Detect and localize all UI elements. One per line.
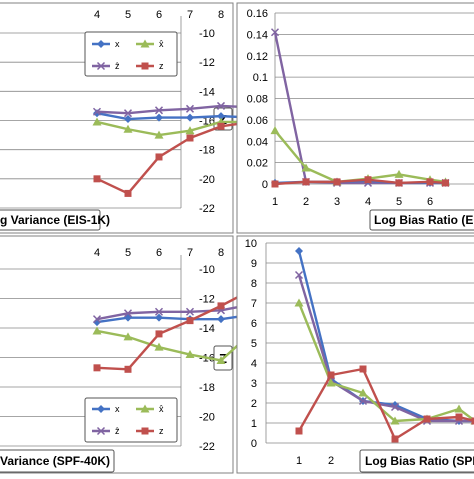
- panel-1-series-4-point-5: [218, 123, 225, 130]
- panel-4-y-tick-label: 3: [251, 378, 257, 390]
- panel-1-y-tick-label: -20: [199, 174, 215, 186]
- panel-1-y-tick-label: -10: [199, 28, 215, 40]
- panel-3-legend-label-3: ẑ: [115, 426, 120, 436]
- panel-1-x-tick-label: 5: [125, 9, 131, 21]
- panel-2-x-tick-label: 4: [365, 196, 371, 208]
- panel-4-series-4-point-5: [424, 416, 431, 423]
- panel-1-x-tick-label: 7: [187, 9, 193, 21]
- panel-3-series-4-point-4: [187, 317, 194, 324]
- panel-1-x-tick-label: 4: [94, 9, 100, 21]
- panel-1-legend-marker-4: [142, 63, 149, 70]
- panel-2-x-tick-label: 2: [303, 196, 309, 208]
- panel-3-series-4-point-1: [94, 364, 101, 371]
- panel-1-series-4-point-4: [187, 134, 194, 141]
- panel-4-y-tick-label: 4: [251, 358, 257, 370]
- panel-3-y-tick-label: -20: [199, 412, 215, 424]
- panel-3-y-tick-label: -14: [199, 323, 215, 335]
- panel-4-y-tick-label: 6: [251, 318, 257, 330]
- panel-3-series-4-point-2: [125, 366, 132, 373]
- panel-4-series-4-point-4: [392, 436, 399, 443]
- panel-3-legend-label-1: x: [115, 404, 120, 414]
- panel-1-series-4-point-2: [125, 190, 132, 197]
- panel-2-series-4-point-4: [365, 176, 372, 183]
- panel-3-series-4-point-5: [218, 302, 225, 309]
- panel-2-y-tick-label: 0.08: [247, 94, 268, 106]
- panel-3-y-tick-label: -10: [199, 264, 215, 276]
- panel-2-x-tick-label: 5: [396, 196, 402, 208]
- panel-2-series-4-point-7: [442, 179, 449, 186]
- panel-2-series-4-point-1: [272, 181, 279, 188]
- chart-panel-4: 109876543210123456Log Bias Ratio (SPF: [237, 236, 474, 473]
- panel-4-frame: [237, 236, 474, 473]
- panel-1-series-4-point-1: [94, 175, 101, 182]
- panel-2-x-tick-label: 6: [427, 196, 433, 208]
- panel-4-y-tick-label: 7: [251, 298, 257, 310]
- panel-4-y-tick-label: 2: [251, 398, 257, 410]
- panel-4-x-axis-title: Log Bias Ratio (SPF: [365, 454, 474, 468]
- panel-3-x-tick-label: 5: [125, 247, 131, 259]
- panel-2-y-tick-label: 0.02: [247, 158, 268, 170]
- panel-3-y-tick-label: -22: [199, 441, 215, 453]
- panel-1-legend-label-2: x̂: [159, 39, 164, 49]
- panel-4-y-tick-label: 1: [251, 418, 257, 430]
- panel-3-x-tick-label: 8: [218, 247, 224, 259]
- panel-2-y-tick-label: 0: [262, 179, 268, 191]
- panel-1-legend-label-4: z: [159, 61, 164, 71]
- panel-2-x-tick-label: 1: [272, 196, 278, 208]
- panel-4-y-tick-label: 0: [251, 438, 257, 450]
- panel-3-y-tick-label: -12: [199, 294, 215, 306]
- panel-1-x-tick-label: 8: [218, 9, 224, 21]
- panel-2-x-axis-title: Log Bias Ratio (EIS: [374, 213, 474, 227]
- panel-3-y-tick-label: -18: [199, 382, 215, 394]
- panel-4-series-4-point-1: [296, 428, 303, 435]
- panel-2-series-4-point-5: [396, 179, 403, 186]
- panel-2-y-tick-label: 0.1: [253, 72, 268, 84]
- panel-1-series-4-point-3: [156, 153, 163, 160]
- panel-2-series-4-point-6: [427, 178, 434, 185]
- panel-2-series-4-point-3: [334, 178, 341, 185]
- panel-2-series-4-point-2: [303, 178, 310, 185]
- panel-3-x-tick-label: 4: [94, 247, 100, 259]
- chart-panel-2: 0.16 0.14 0.12 0.1 0.08 0.06 0.04 0.02 01 2 3 4 5 6 Lo…: [237, 3, 474, 233]
- panel-4-y-tick-label: 10: [245, 238, 257, 250]
- panel-2-y-tick-label: 0.14: [247, 29, 268, 41]
- panel-3-legend-marker-4: [142, 428, 149, 435]
- panel-2-y-tick-label: 0.12: [247, 51, 268, 63]
- panel-4-y-tick-label: 9: [251, 258, 257, 270]
- panel-4-x-tick-label: 1: [296, 455, 302, 467]
- panel-1-x-tick-label: 6: [156, 9, 162, 21]
- panel-3-series-4-point-3: [156, 330, 163, 337]
- panel-2-y-tick-label: 0.16: [247, 8, 268, 20]
- panel-4-x-tick-label: 2: [328, 455, 334, 467]
- panel-4-y-tick-label: 8: [251, 278, 257, 290]
- panel-1-legend-label-3: ẑ: [115, 61, 120, 71]
- panel-3-x-tick-label: 6: [156, 247, 162, 259]
- panel-3-x-axis-title: Variance (SPF-40K): [0, 454, 110, 468]
- panel-1-y-tick-label: -18: [199, 145, 215, 157]
- panel-1-y-tick-label: -22: [199, 203, 215, 215]
- panel-4-series-4-point-3: [360, 366, 367, 373]
- panel-3-legend-label-2: x̂: [159, 404, 164, 414]
- panel-2-x-tick-label: 3: [334, 196, 340, 208]
- panel-4-series-4-point-2: [328, 372, 335, 379]
- panel-4-y-tick-label: 5: [251, 338, 257, 350]
- panel-3-legend-label-4: z: [159, 426, 164, 436]
- panel-1-y-tick-label: -12: [199, 57, 215, 69]
- panel-1-x-axis-title: g Variance (EIS-1K): [0, 213, 110, 227]
- panel-4-series-4-point-6: [456, 414, 463, 421]
- panel-1-y-tick-label: -14: [199, 86, 215, 98]
- panel-3-x-tick-label: 7: [187, 247, 193, 259]
- panel-2-y-tick-label: 0.06: [247, 115, 268, 127]
- panel-1-legend-label-1: x: [115, 39, 120, 49]
- panel-2-y-tick-label: 0.04: [247, 136, 268, 148]
